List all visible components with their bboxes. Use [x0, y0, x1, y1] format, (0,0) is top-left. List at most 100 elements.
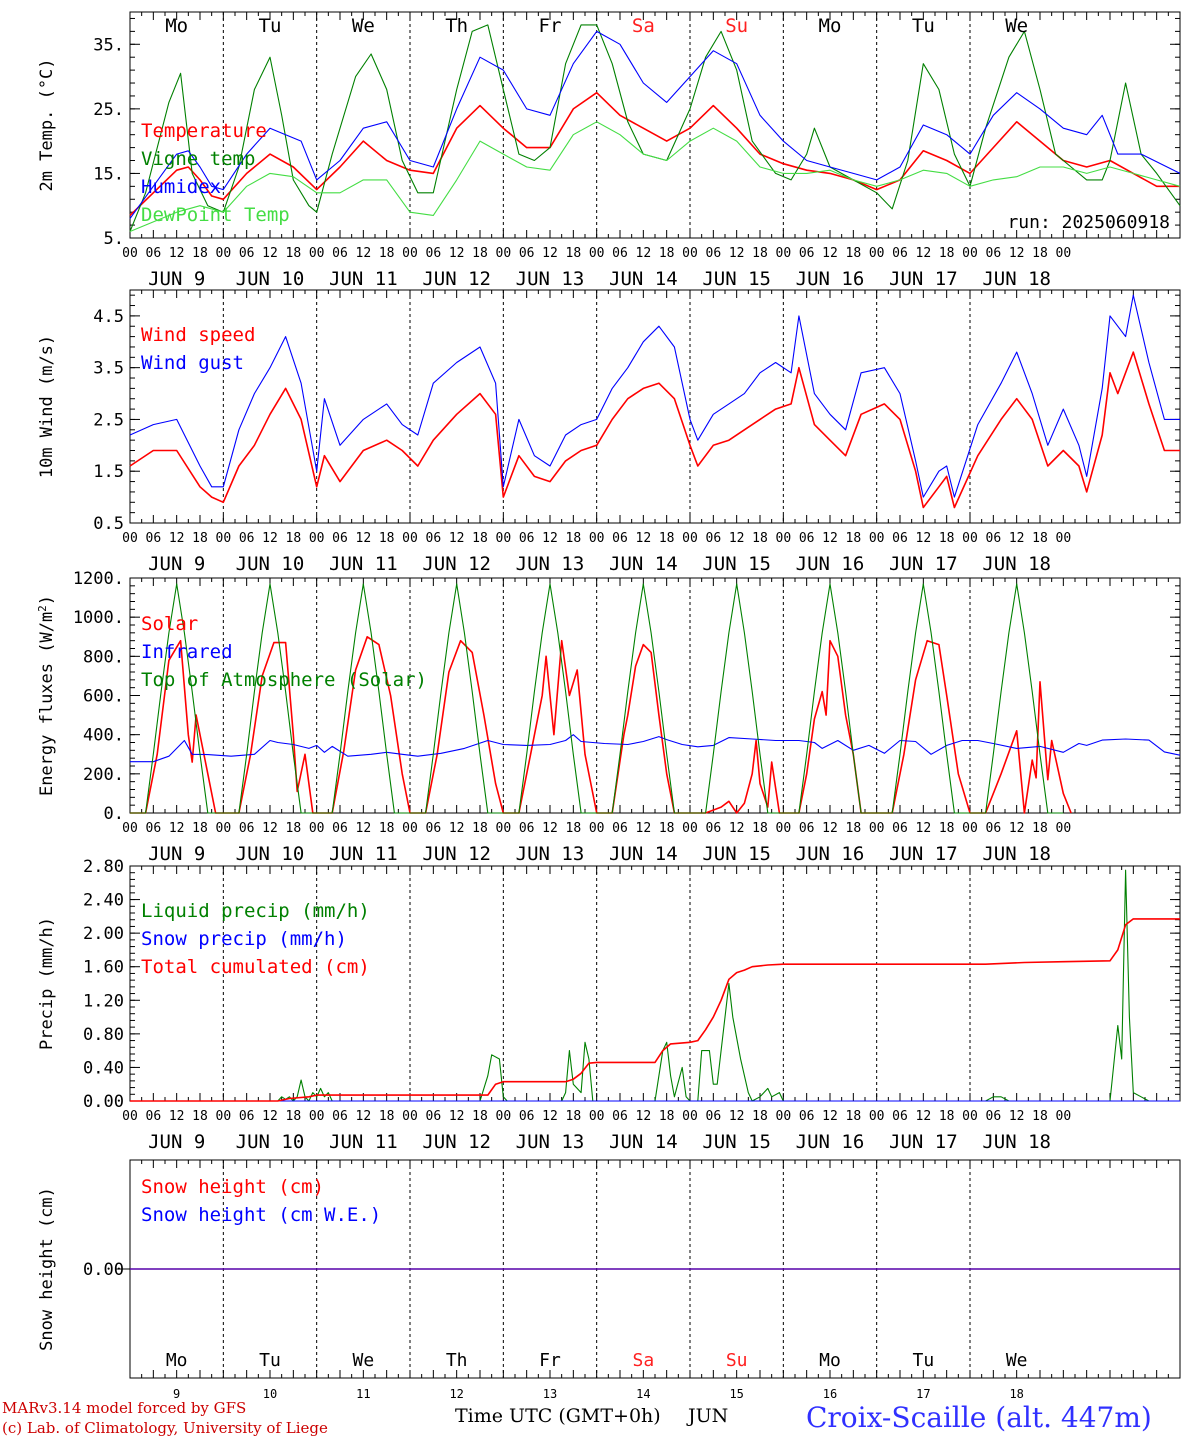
hour-tick-label: 00: [402, 531, 418, 546]
hour-tick-label: 06: [612, 531, 628, 546]
hour-tick-label: 00: [776, 821, 792, 836]
hour-tick-label: 18: [939, 821, 955, 836]
hour-tick-label: 12: [636, 531, 652, 546]
y-tick-label: 1200.: [73, 569, 124, 589]
panel-2: [129, 289, 1181, 524]
hour-tick-label: 18: [286, 246, 302, 261]
hour-tick-label: 12: [916, 821, 932, 836]
hour-tick-label: 06: [519, 246, 535, 261]
y-tick-label: 0.5: [93, 514, 124, 534]
hour-tick-label: 12: [822, 531, 838, 546]
legend-entry: Solar: [141, 613, 198, 635]
hour-tick-label: 12: [169, 531, 185, 546]
date-label: JUN 16: [796, 843, 865, 865]
date-label: JUN 15: [702, 553, 771, 575]
hour-tick-label: 06: [612, 1109, 628, 1124]
y-tick-label: 15.: [93, 164, 124, 184]
hour-tick-label: 00: [402, 1109, 418, 1124]
date-label: JUN 14: [609, 553, 678, 575]
y-tick-label: 1.60: [83, 958, 124, 978]
hour-tick-label: 06: [426, 531, 442, 546]
hour-tick-label: 18: [472, 1109, 488, 1124]
date-label: JUN 10: [236, 1131, 305, 1153]
day-of-week-label: Tu: [259, 15, 282, 37]
hour-tick-label: 12: [729, 821, 745, 836]
hour-tick-label: 06: [519, 1109, 535, 1124]
date-label: JUN 12: [422, 1131, 491, 1153]
legend-entry: Temperature: [141, 120, 267, 142]
hour-tick-label: 06: [892, 1109, 908, 1124]
legend-entry: Wind gust: [141, 352, 244, 374]
date-label: JUN 9: [148, 843, 205, 865]
hour-tick-label: 12: [356, 1109, 372, 1124]
hour-tick-label: 12: [449, 531, 465, 546]
hour-tick-label: 06: [706, 531, 722, 546]
y-tick-label: 2.00: [83, 924, 124, 944]
date-label: JUN 9: [148, 268, 205, 290]
day-number-label: 9: [173, 1387, 180, 1401]
y-tick-label: 200.: [83, 765, 124, 785]
date-label: JUN 11: [329, 268, 398, 290]
series-line: [129, 294, 1180, 498]
hour-tick-label: 06: [799, 246, 815, 261]
hour-tick-label: 18: [472, 821, 488, 836]
series-line: [130, 635, 1072, 814]
hour-tick-label: 06: [426, 246, 442, 261]
day-of-week-label: Th: [445, 15, 468, 37]
y-tick-label: 35.: [93, 35, 124, 55]
y-tick-label: 1.20: [83, 991, 124, 1011]
hour-tick-label: 12: [822, 821, 838, 836]
y-tick-label: 0.80: [83, 1025, 124, 1045]
hour-tick-label: 18: [846, 1109, 862, 1124]
y-tick-label: 400.: [83, 726, 124, 746]
date-label: JUN 18: [982, 1131, 1051, 1153]
series-line: [129, 30, 1181, 219]
hour-tick-label: 06: [146, 246, 162, 261]
hour-tick-label: 06: [239, 821, 255, 836]
legend-entry: Humidex: [141, 176, 221, 198]
y-tick-label: 0.00: [83, 1092, 124, 1112]
hour-tick-label: 00: [776, 531, 792, 546]
hour-tick-label: 18: [472, 531, 488, 546]
hour-tick-label: 18: [659, 246, 675, 261]
hour-tick-label: 18: [192, 821, 208, 836]
hour-tick-label: 18: [939, 246, 955, 261]
y-axis-title: Snow height (cm): [37, 1187, 57, 1351]
hour-tick-label: 18: [1032, 821, 1048, 836]
hour-tick-label: 06: [892, 246, 908, 261]
y-tick-label: 0.: [104, 804, 124, 824]
hour-tick-label: 12: [822, 1109, 838, 1124]
date-label: JUN 10: [236, 553, 305, 575]
legend-entry: Wind speed: [141, 324, 255, 346]
hour-tick-label: 18: [286, 531, 302, 546]
panel-3: [129, 577, 1181, 814]
day-of-week-label: We: [352, 1350, 374, 1371]
panel-1: [129, 11, 1181, 239]
day-of-week-label: Sa: [632, 15, 655, 37]
day-of-week-label: Th: [446, 1350, 468, 1371]
site-title: Croix-Scaille (alt. 447m): [806, 1401, 1152, 1434]
hour-tick-label: 18: [566, 821, 582, 836]
hour-tick-label: 18: [659, 1109, 675, 1124]
day-number-label: 18: [1009, 1387, 1023, 1401]
hour-tick-label: 12: [542, 531, 558, 546]
hour-tick-label: 18: [286, 1109, 302, 1124]
hour-tick-label: 12: [356, 531, 372, 546]
hour-tick-label: 12: [729, 531, 745, 546]
hour-tick-label: 00: [216, 531, 232, 546]
series-line: [129, 121, 1181, 233]
hour-tick-label: 12: [262, 531, 278, 546]
hour-tick-label: 18: [566, 1109, 582, 1124]
hour-tick-label: 12: [729, 1109, 745, 1124]
hour-tick-label: 00: [309, 246, 325, 261]
hour-tick-label: 06: [146, 531, 162, 546]
date-label: JUN 11: [329, 553, 398, 575]
hour-tick-label: 06: [146, 821, 162, 836]
date-label: JUN 11: [329, 1131, 398, 1153]
hour-tick-label: 00: [1056, 531, 1072, 546]
hour-tick-label: 18: [192, 246, 208, 261]
hour-tick-label: 18: [752, 821, 768, 836]
day-number-label: 13: [543, 1387, 557, 1401]
hour-tick-label: 06: [239, 1109, 255, 1124]
